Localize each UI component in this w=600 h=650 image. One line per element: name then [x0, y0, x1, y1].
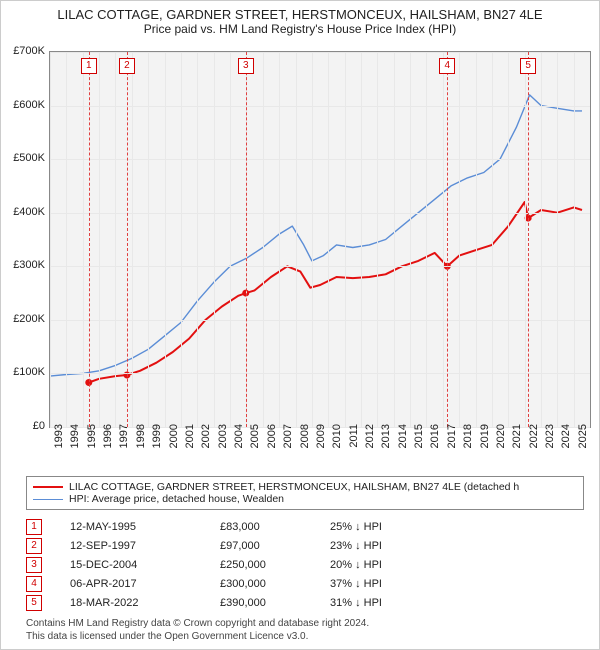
y-axis-label: £600K	[1, 99, 45, 111]
legend-label: HPI: Average price, detached house, Weal…	[69, 493, 284, 505]
y-axis-label: £200K	[1, 313, 45, 325]
x-axis-label: 1998	[135, 424, 147, 464]
x-axis-label: 2016	[429, 424, 441, 464]
event-delta: 23% ↓ HPI	[330, 540, 450, 552]
event-price: £83,000	[220, 521, 330, 533]
x-axis-label: 2006	[266, 424, 278, 464]
x-axis-label: 2017	[446, 424, 458, 464]
x-axis-label: 2014	[397, 424, 409, 464]
table-row: 1 12-MAY-1995£83,00025% ↓ HPI	[26, 517, 584, 536]
x-axis-label: 1997	[118, 424, 130, 464]
legend-label: LILAC COTTAGE, GARDNER STREET, HERSTMONC…	[69, 481, 519, 493]
x-axis-label: 2022	[528, 424, 540, 464]
x-axis-label: 1993	[53, 424, 65, 464]
event-marker: 1	[81, 58, 97, 74]
x-axis-label: 2000	[168, 424, 180, 464]
footer-line1: Contains HM Land Registry data © Crown c…	[26, 618, 369, 631]
event-delta: 20% ↓ HPI	[330, 559, 450, 571]
x-axis-label: 2018	[462, 424, 474, 464]
event-price: £300,000	[220, 578, 330, 590]
footer: Contains HM Land Registry data © Crown c…	[26, 618, 369, 643]
x-axis-label: 2023	[544, 424, 556, 464]
footer-line2: This data is licensed under the Open Gov…	[26, 631, 369, 644]
x-axis-label: 2005	[249, 424, 261, 464]
event-date: 18-MAR-2022	[70, 597, 220, 609]
event-date: 12-MAY-1995	[70, 521, 220, 533]
x-axis-label: 2024	[560, 424, 572, 464]
x-axis-label: 2015	[413, 424, 425, 464]
x-axis-label: 2025	[577, 424, 589, 464]
x-axis-label: 2013	[380, 424, 392, 464]
x-axis-label: 2003	[217, 424, 229, 464]
event-delta: 25% ↓ HPI	[330, 521, 450, 533]
event-number-box: 4	[26, 576, 42, 592]
title-block: LILAC COTTAGE, GARDNER STREET, HERSTMONC…	[1, 1, 599, 36]
table-row: 2 12-SEP-1997£97,00023% ↓ HPI	[26, 536, 584, 555]
legend-item-hpi: HPI: Average price, detached house, Weal…	[33, 493, 577, 505]
y-axis-label: £100K	[1, 366, 45, 378]
event-price: £97,000	[220, 540, 330, 552]
x-axis-label: 1995	[86, 424, 98, 464]
y-axis-label: £700K	[1, 45, 45, 57]
event-number-box: 2	[26, 538, 42, 554]
event-date: 12-SEP-1997	[70, 540, 220, 552]
x-axis-label: 2011	[348, 424, 360, 464]
event-price: £390,000	[220, 597, 330, 609]
event-delta: 31% ↓ HPI	[330, 597, 450, 609]
x-axis-label: 1994	[69, 424, 81, 464]
x-axis-label: 2019	[479, 424, 491, 464]
event-date: 15-DEC-2004	[70, 559, 220, 571]
legend: LILAC COTTAGE, GARDNER STREET, HERSTMONC…	[26, 476, 584, 510]
title-subtitle: Price paid vs. HM Land Registry's House …	[1, 22, 599, 36]
event-delta: 37% ↓ HPI	[330, 578, 450, 590]
event-number-box: 5	[26, 595, 42, 611]
event-table: 1 12-MAY-1995£83,00025% ↓ HPI 2 12-SEP-1997…	[26, 517, 584, 612]
table-row: 4 06-APR-2017£300,00037% ↓ HPI	[26, 574, 584, 593]
x-axis-label: 1996	[102, 424, 114, 464]
y-axis-label: £400K	[1, 206, 45, 218]
x-axis-label: 2001	[184, 424, 196, 464]
y-axis-label: £500K	[1, 152, 45, 164]
event-marker: 5	[520, 58, 536, 74]
event-date: 06-APR-2017	[70, 578, 220, 590]
y-axis-label: £0	[1, 420, 45, 432]
x-axis-label: 2007	[282, 424, 294, 464]
series-hpi	[50, 95, 582, 376]
x-axis-label: 2009	[315, 424, 327, 464]
title-address: LILAC COTTAGE, GARDNER STREET, HERSTMONC…	[1, 7, 599, 22]
event-price: £250,000	[220, 559, 330, 571]
event-marker: 3	[238, 58, 254, 74]
x-axis-label: 2008	[299, 424, 311, 464]
chart-container: LILAC COTTAGE, GARDNER STREET, HERSTMONC…	[0, 0, 600, 650]
x-axis-label: 2004	[233, 424, 245, 464]
x-axis-label: 2002	[200, 424, 212, 464]
x-axis-label: 1999	[151, 424, 163, 464]
x-axis-label: 2021	[511, 424, 523, 464]
table-row: 5 18-MAR-2022£390,00031% ↓ HPI	[26, 593, 584, 612]
x-axis-label: 2012	[364, 424, 376, 464]
x-axis-label: 2020	[495, 424, 507, 464]
event-number-box: 3	[26, 557, 42, 573]
event-number-box: 1	[26, 519, 42, 535]
y-axis-label: £300K	[1, 259, 45, 271]
legend-item-price-paid: LILAC COTTAGE, GARDNER STREET, HERSTMONC…	[33, 481, 577, 493]
table-row: 3 15-DEC-2004£250,00020% ↓ HPI	[26, 555, 584, 574]
event-marker: 4	[439, 58, 455, 74]
event-marker: 2	[119, 58, 135, 74]
x-axis-label: 2010	[331, 424, 343, 464]
chart-plot-area: 1 2 3 4 5	[49, 51, 591, 428]
